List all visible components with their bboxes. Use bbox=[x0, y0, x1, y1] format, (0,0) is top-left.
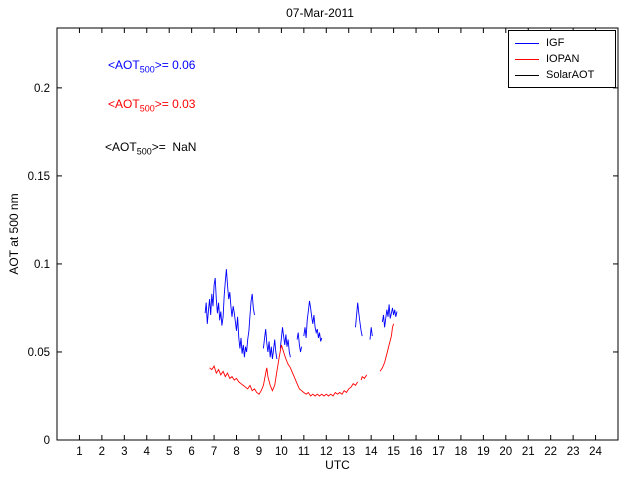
x-tick-label: 16 bbox=[410, 446, 423, 458]
x-tick-label: 14 bbox=[365, 446, 378, 458]
x-tick-label: 11 bbox=[298, 446, 310, 458]
annotation-text: >= NaN bbox=[151, 140, 197, 154]
x-tick-label: 18 bbox=[455, 446, 468, 458]
y-tick-label: 0.05 bbox=[28, 347, 50, 359]
legend-line-sample-igf bbox=[515, 42, 539, 44]
x-tick-label: 22 bbox=[544, 446, 557, 458]
legend-line-sample-iopan bbox=[515, 58, 539, 60]
legend-line-sample-solaraot bbox=[515, 74, 539, 76]
chart-title: 07-Mar-2011 bbox=[286, 6, 354, 20]
x-tick-label: 1 bbox=[76, 446, 82, 458]
legend-entry-iopan: IOPAN bbox=[515, 51, 609, 67]
x-tick-label: 17 bbox=[432, 446, 445, 458]
annotation-text: <AOT bbox=[108, 97, 140, 111]
y-axis-label: AOT at 500 nm bbox=[7, 193, 21, 275]
x-tick-label: 23 bbox=[567, 446, 580, 458]
series-line-igf bbox=[204, 269, 398, 360]
annotation-text: <AOT bbox=[105, 140, 137, 154]
annotation-text: >= 0.03 bbox=[154, 97, 196, 111]
legend-entry-solaraot: SolarAOT bbox=[515, 67, 609, 83]
annotation-subscript: 500 bbox=[139, 64, 155, 75]
x-tick-label: 21 bbox=[522, 446, 535, 458]
legend-entry-igf: IGF bbox=[515, 35, 609, 51]
axes-box bbox=[56, 27, 619, 441]
x-tick-label: 15 bbox=[387, 446, 400, 458]
x-axis-label: UTC bbox=[325, 458, 350, 472]
legend: IGF IOPAN SolarAOT bbox=[508, 30, 616, 88]
annotation-text: <AOT bbox=[108, 58, 140, 72]
legend-label: IGF bbox=[546, 37, 565, 49]
annotation-subscript: 500 bbox=[139, 103, 155, 114]
x-tick-label: 5 bbox=[166, 446, 172, 458]
x-tick-label: 4 bbox=[144, 446, 151, 458]
x-tick-label: 12 bbox=[320, 446, 333, 458]
x-tick-label: 6 bbox=[188, 446, 194, 458]
annotation-text: >= 0.06 bbox=[154, 58, 196, 72]
legend-label: IOPAN bbox=[546, 53, 580, 65]
mean-annotation-igf: <AOT500>= 0.06 bbox=[108, 58, 195, 74]
mean-annotation-solaraot: <AOT500>= NaN bbox=[105, 140, 196, 156]
x-tick-label: 13 bbox=[342, 446, 355, 458]
x-tick-label: 9 bbox=[256, 446, 262, 458]
y-tick-label: 0.15 bbox=[28, 171, 50, 183]
legend-label: SolarAOT bbox=[546, 69, 595, 81]
x-tick-label: 19 bbox=[477, 446, 490, 458]
x-tick-label: 24 bbox=[589, 446, 602, 458]
y-tick-label: 0.2 bbox=[34, 83, 50, 95]
x-tick-label: 2 bbox=[99, 446, 105, 458]
series-line-iopan bbox=[209, 323, 395, 397]
x-tick-label: 3 bbox=[121, 446, 127, 458]
x-tick-label: 7 bbox=[211, 446, 217, 458]
x-tick-label: 10 bbox=[275, 446, 288, 458]
mean-annotation-iopan: <AOT500>= 0.03 bbox=[108, 97, 195, 113]
y-tick-label: 0 bbox=[44, 435, 50, 447]
y-tick-label: 0.1 bbox=[34, 259, 50, 271]
x-tick-label: 8 bbox=[233, 446, 239, 458]
annotation-subscript: 500 bbox=[136, 146, 152, 157]
x-tick-label: 20 bbox=[499, 446, 512, 458]
